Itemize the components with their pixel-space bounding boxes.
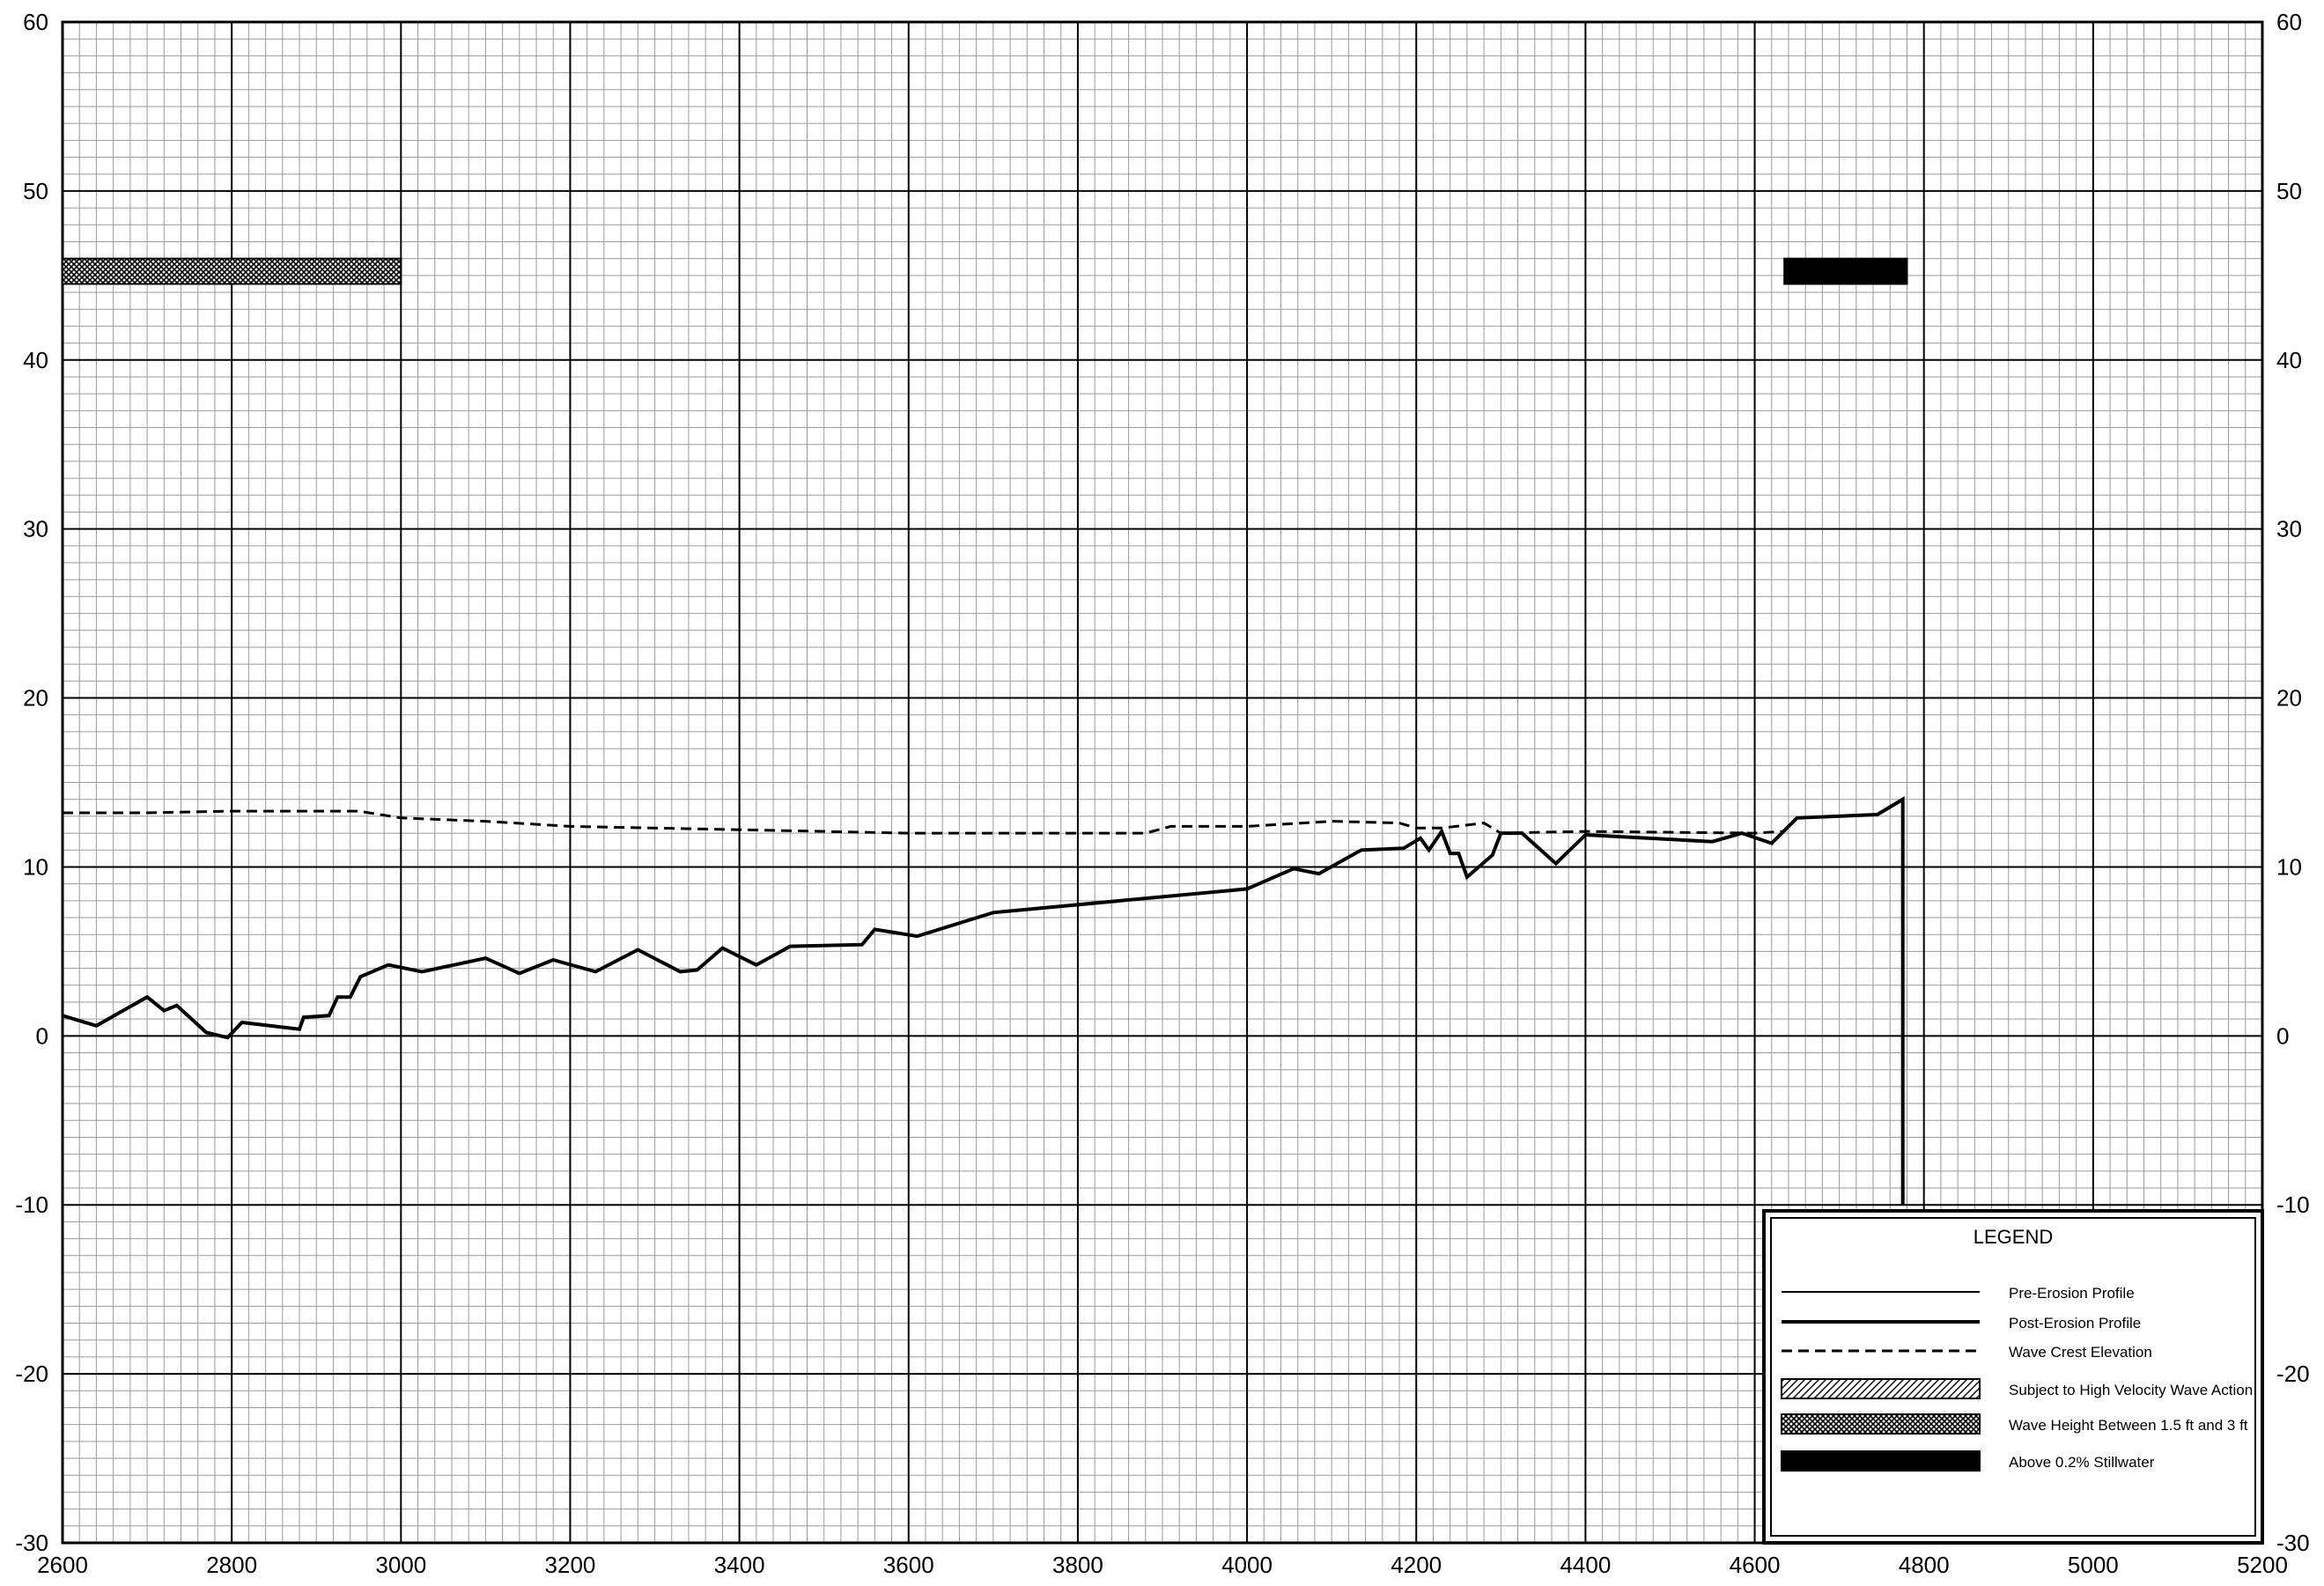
y-tick-label-left: 40 <box>23 347 48 373</box>
x-tick-label: 4000 <box>1221 1552 1273 1578</box>
x-tick-label: 3000 <box>375 1552 426 1578</box>
legend-inner-frame <box>1770 1217 2256 1537</box>
y-tick-label-right: 10 <box>2276 853 2302 880</box>
tick-labels: 2600 2800 3000 3200 3400 3600 3800 4000 4200 4400… <box>15 9 2309 1578</box>
y-tick-label-right: 60 <box>2276 9 2302 35</box>
x-tick-label: 5000 <box>2068 1552 2119 1578</box>
y-tick-label-left: 30 <box>23 516 48 542</box>
x-tick-label: 3400 <box>714 1552 765 1578</box>
x-tick-label: 3200 <box>545 1552 596 1578</box>
y-tick-label-right: 50 <box>2276 178 2302 204</box>
post-erosion-line <box>62 796 1905 1206</box>
x-tick-label: 4600 <box>1730 1552 1781 1578</box>
legend-label: Post-Erosion Profile <box>2009 1315 2141 1332</box>
legend-swatch-crosshatch <box>1781 1413 1981 1435</box>
y-tick-label-left: 20 <box>23 685 48 712</box>
y-tick-label-right: 20 <box>2276 685 2302 712</box>
legend-swatch-solid <box>1781 1450 1981 1472</box>
x-tick-label: 2600 <box>37 1552 88 1578</box>
bands <box>62 257 1908 285</box>
y-tick-label-right: 40 <box>2276 347 2302 373</box>
x-tick-label: 4800 <box>1899 1552 1950 1578</box>
stillwater-band <box>1783 257 1908 285</box>
y-tick-label-right: -20 <box>2276 1361 2310 1387</box>
x-tick-label: 4400 <box>1560 1552 1611 1578</box>
x-tick-label: 3600 <box>883 1552 934 1578</box>
y-tick-label-right: 30 <box>2276 516 2302 542</box>
x-tick-label: 5200 <box>2237 1552 2288 1578</box>
x-tick-label: 2800 <box>206 1552 257 1578</box>
series-group <box>62 796 1905 1206</box>
x-tick-label: 3800 <box>1052 1552 1103 1578</box>
wave-crest-line <box>63 809 1785 835</box>
legend-box <box>1762 1209 2264 1545</box>
x-tick-label: 4200 <box>1391 1552 1442 1578</box>
legend-label: Above 0.2% Stillwater <box>2009 1454 2155 1471</box>
legend-swatch-diagonal-hatch <box>1781 1378 1981 1399</box>
legend: LEGEND Pre-Erosion Profile Post-Erosion Pr… <box>1762 1209 2264 1545</box>
y-tick-label-right: 0 <box>2276 1022 2289 1049</box>
major-grid <box>61 20 2264 1545</box>
plot-frame <box>61 20 2264 1545</box>
legend-label: Pre-Erosion Profile <box>2009 1285 2135 1302</box>
y-tick-label-left: -30 <box>15 1530 48 1556</box>
y-tick-label-left: -10 <box>15 1191 48 1218</box>
legend-label: Wave Crest Elevation <box>2009 1344 2152 1361</box>
y-tick-label-left: 0 <box>36 1022 48 1049</box>
y-tick-label-right: -30 <box>2276 1530 2310 1556</box>
y-tick-label-right: -10 <box>2276 1191 2310 1218</box>
y-tick-label-left: 50 <box>23 178 48 204</box>
y-tick-label-left: 10 <box>23 853 48 880</box>
legend-label: Wave Height Between 1.5 ft and 3 ft <box>2009 1417 2248 1434</box>
legend-title: LEGEND <box>1974 1226 2053 1248</box>
wave-height-band <box>62 257 402 285</box>
y-tick-label-left: -20 <box>15 1361 48 1387</box>
legend-label: Subject to High Velocity Wave Action <box>2009 1382 2253 1398</box>
y-tick-label-left: 60 <box>23 9 48 35</box>
